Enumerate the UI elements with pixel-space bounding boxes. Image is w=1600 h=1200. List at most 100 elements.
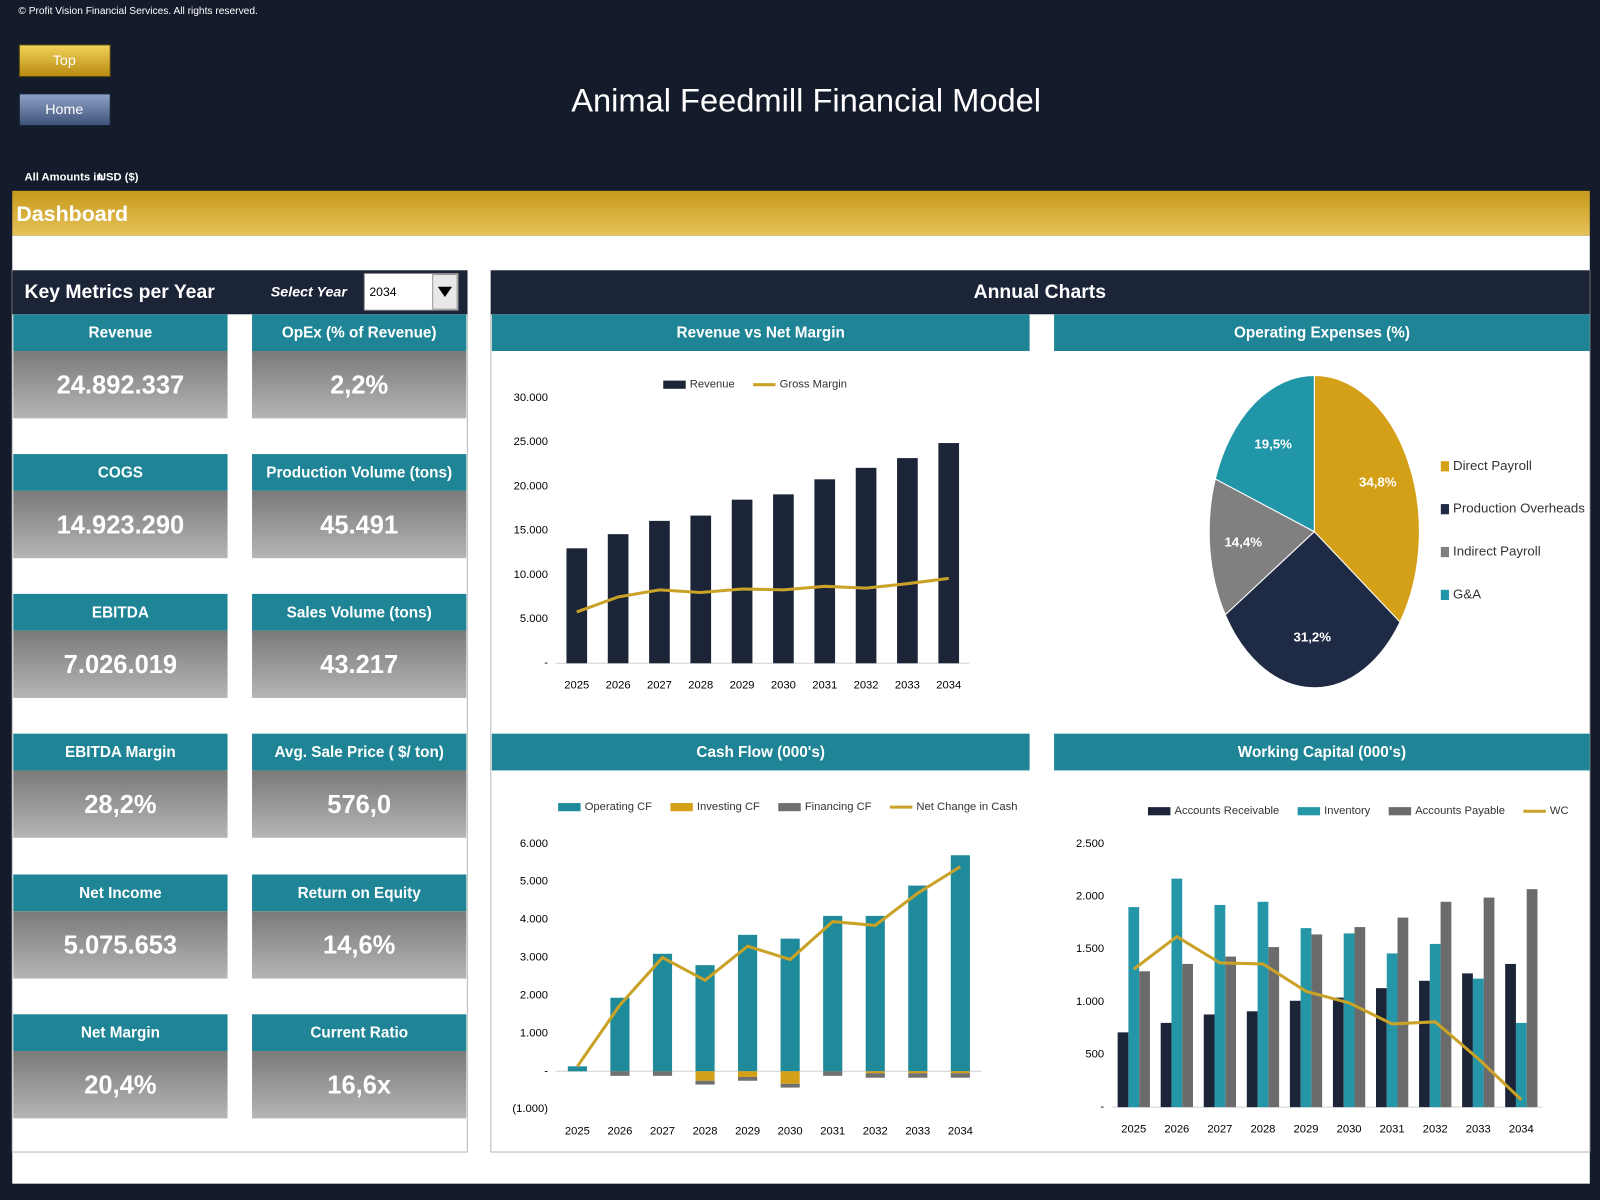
legend-swatch (1297, 807, 1321, 816)
bar (780, 938, 800, 1072)
y-tick-label: 2.000 (1076, 890, 1104, 902)
bar (1300, 928, 1312, 1108)
bar (1171, 878, 1183, 1108)
bar (823, 915, 843, 1072)
line (576, 865, 962, 1068)
selected-year[interactable]: 2034 (369, 285, 396, 299)
y-tick-label: 10.000 (514, 569, 548, 581)
metric-header (252, 593, 467, 631)
chart-title: Operating Expenses (%) (1234, 325, 1410, 342)
bar (1117, 1032, 1129, 1108)
metric-value: 43.217 (320, 651, 398, 679)
metric-value: 576,0 (327, 791, 391, 819)
legend-label: G&A (1453, 586, 1481, 601)
select-year-label: Select Year (271, 285, 349, 301)
legend-swatch (1440, 589, 1449, 600)
bar (610, 997, 630, 1072)
x-tick-label: 2027 (647, 680, 672, 692)
year-dropdown[interactable]: 2034 (363, 272, 459, 311)
top-button[interactable]: Top (18, 44, 111, 78)
legend-label: Gross Margin (780, 379, 847, 391)
x-tick-label: 2029 (1294, 1124, 1319, 1136)
top-button-bg[interactable] (18, 44, 111, 78)
bar (738, 1071, 758, 1077)
dropdown-arrow[interactable] (437, 286, 453, 297)
bar (738, 934, 758, 1072)
metric-header (252, 314, 467, 352)
metric-header (13, 314, 228, 352)
bar (897, 458, 918, 664)
metric-value: 2,2% (330, 371, 388, 399)
x-tick-label: 2026 (606, 680, 631, 692)
amounts-label: All Amounts in (24, 172, 103, 184)
charts-title: Annual Charts (974, 281, 1106, 303)
year-dropdown-button[interactable] (432, 273, 458, 310)
legend-swatch (1388, 807, 1412, 816)
page-title: Animal Feedmill Financial Model (571, 82, 1041, 119)
bar (566, 548, 588, 664)
bar (855, 467, 877, 664)
bar (1311, 934, 1323, 1108)
bar (950, 1071, 970, 1074)
legend-swatch (1440, 504, 1449, 515)
legend-label: Accounts Receivable (1174, 805, 1279, 817)
y-tick-label: 5.000 (520, 876, 548, 888)
bar (731, 499, 753, 664)
metric-label: Production Volume (tons) (266, 465, 452, 482)
bar (652, 953, 673, 1072)
home-button[interactable]: Home (18, 93, 111, 127)
home-button-label[interactable]: Home (45, 102, 83, 118)
metric-box (252, 770, 467, 838)
y-tick-label: (1.000) (512, 1103, 548, 1115)
bar (1472, 978, 1484, 1108)
metric-box (13, 490, 228, 559)
bar (567, 1066, 587, 1072)
bar (610, 1071, 630, 1076)
metric-value: 14,6% (323, 932, 395, 960)
y-tick-label: 2.500 (1076, 838, 1104, 850)
pie-slice (1214, 374, 1315, 533)
metric-header (13, 733, 228, 771)
bar (1268, 947, 1280, 1108)
metric-header (252, 874, 467, 912)
bar (780, 1083, 800, 1088)
y-tick-label: - (1100, 1101, 1104, 1113)
metric-value: 7.026.019 (64, 651, 177, 679)
metric-box (13, 351, 228, 419)
bar (1182, 963, 1193, 1108)
home-button-bg[interactable] (18, 93, 111, 127)
legend-label: Indirect Payroll (1453, 544, 1541, 559)
x-tick-label: 2033 (895, 680, 920, 692)
legend-label: Net Change in Cash (916, 801, 1017, 813)
chart-title: Working Capital (000's) (1238, 744, 1406, 761)
metric-label: Current Ratio (310, 1025, 408, 1042)
bar (1375, 988, 1387, 1108)
metric-box (13, 770, 228, 838)
chart-header (491, 314, 1030, 352)
legend-label: Inventory (1324, 805, 1371, 817)
bar (865, 1071, 885, 1074)
x-tick-label: 2030 (771, 680, 796, 692)
chart-header (1054, 314, 1590, 352)
bar (1332, 997, 1344, 1108)
x-tick-label: 2031 (1380, 1124, 1405, 1136)
bar (814, 479, 836, 664)
line (576, 576, 949, 614)
x-tick-label: 2026 (607, 1126, 632, 1138)
metric-box (13, 630, 228, 698)
metric-label: EBITDA Margin (65, 744, 176, 761)
bar (1128, 907, 1140, 1108)
bar (695, 1071, 715, 1081)
legend-label: Investing CF (697, 801, 760, 813)
metric-label: Sales Volume (tons) (287, 604, 432, 621)
top-button-label[interactable]: Top (53, 53, 76, 69)
bar (1462, 973, 1473, 1108)
legend-swatch (1440, 546, 1449, 558)
metric-box (252, 1051, 467, 1119)
y-tick-label: 20.000 (514, 480, 548, 492)
bar (1515, 1022, 1527, 1108)
bar (649, 520, 670, 664)
y-tick-label: 5.000 (520, 613, 548, 625)
legend-swatch (1440, 461, 1449, 472)
